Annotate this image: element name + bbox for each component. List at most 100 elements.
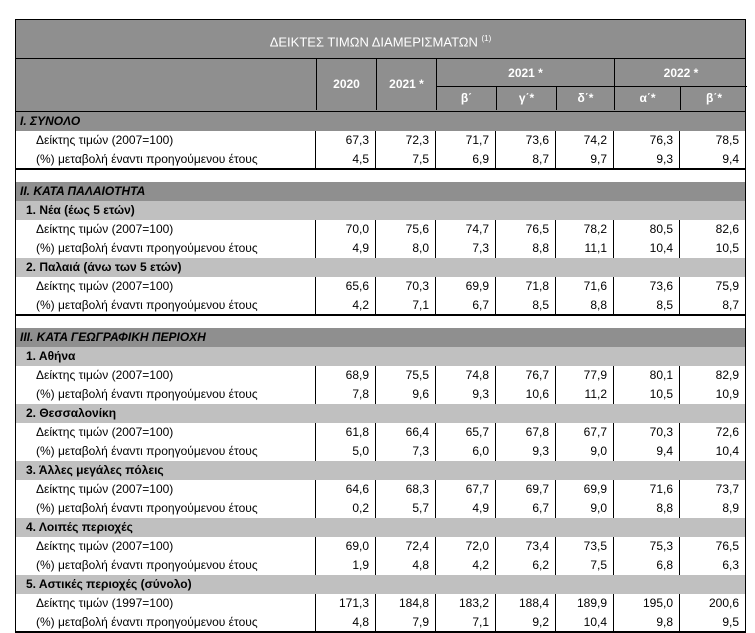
row-label: (%) μεταβολή έναντι προηγούμενου έτους — [15, 296, 317, 315]
value-cell: 75,9 — [679, 277, 746, 296]
table-row: (%) μεταβολή έναντι προηγούμενου έτους 4,… — [15, 150, 746, 170]
value-cell: 9,3 — [613, 150, 679, 169]
value-cell: 8,5 — [613, 296, 679, 315]
value-cell: 75,5 — [375, 366, 435, 385]
value-cell: 9,0 — [555, 499, 613, 518]
subsection-label: 2. Θεσσαλονίκη — [15, 404, 746, 423]
value-cell: 76,5 — [679, 537, 746, 556]
value-cell: 73,5 — [555, 537, 613, 556]
row-label: Δείκτης τιμών (2007=100) — [15, 537, 317, 556]
section-label: I. ΣΥΝΟΛΟ — [15, 112, 746, 131]
table-row: (%) μεταβολή έναντι προηγούμενου έτους 4,… — [15, 613, 746, 633]
value-cell: 72,3 — [375, 131, 435, 150]
value-cell: 10,4 — [679, 442, 746, 461]
price-index-table: ΔΕΙΚΤΕΣ ΤΙΜΩΝ ΔΙΑΜΕΡΙΣΜΑΤΩΝ (1) 2020 202… — [15, 19, 747, 633]
value-cell: 76,3 — [613, 131, 679, 150]
value-cell: 8,8 — [495, 239, 555, 258]
value-cell: 10,6 — [495, 385, 555, 404]
value-cell: 8,0 — [375, 239, 435, 258]
subsection-header: 1. Αθήνα — [15, 347, 746, 366]
value-cell: 72,6 — [679, 423, 746, 442]
table-header: 2020 2021 * 2021 * 2022 * β΄ γ΄* δ΄* α΄*… — [15, 59, 747, 112]
value-cell: 9,0 — [555, 442, 613, 461]
header-2021: 2021 * — [376, 59, 436, 110]
row-label: Δείκτης τιμών (1997=100) — [15, 594, 317, 613]
value-cell: 74,7 — [435, 220, 495, 239]
header-group-2021: 2021 * — [436, 59, 614, 87]
value-cell: 9,2 — [495, 613, 555, 632]
value-cell: 73,4 — [495, 537, 555, 556]
value-cell: 71,8 — [495, 277, 555, 296]
value-cell: 82,9 — [679, 366, 746, 385]
row-label: Δείκτης τιμών (2007=100) — [15, 366, 317, 385]
value-cell: 77,9 — [555, 366, 613, 385]
row-label: (%) μεταβολή έναντι προηγούμενου έτους — [15, 150, 317, 169]
value-cell: 8,8 — [555, 296, 613, 315]
value-cell: 76,7 — [495, 366, 555, 385]
value-cell: 78,5 — [679, 131, 746, 150]
value-cell: 80,1 — [613, 366, 679, 385]
value-cell: 80,5 — [613, 220, 679, 239]
header-q-b: β΄ — [436, 87, 496, 110]
value-cell: 4,2 — [435, 556, 495, 575]
value-cell: 9,3 — [495, 442, 555, 461]
value-cell: 65,6 — [315, 277, 375, 296]
value-cell: 9,4 — [613, 442, 679, 461]
value-cell: 8,7 — [495, 150, 555, 169]
subsection-header: 5. Αστικές περιοχές (σύνολο) — [15, 575, 746, 594]
section-spacer — [15, 170, 746, 182]
section-header: III. ΚΑΤΑ ΓΕΩΓΡΑΦΙΚΗ ΠΕΡΙΟΧΗ — [15, 328, 746, 347]
header-q-a22: α΄* — [614, 87, 680, 110]
value-cell: 7,5 — [555, 556, 613, 575]
table-row: (%) μεταβολή έναντι προηγούμενου έτους 4,… — [15, 239, 746, 258]
table-row: Δείκτης τιμών (2007=100) 69,0 72,4 72,0 73,4… — [15, 537, 746, 556]
subsection-header: 2. Παλαιά (άνω των 5 ετών) — [15, 258, 746, 277]
value-cell: 7,3 — [375, 442, 435, 461]
row-label: Δείκτης τιμών (2007=100) — [15, 277, 317, 296]
row-label: (%) μεταβολή έναντι προηγούμενου έτους — [15, 239, 317, 258]
value-cell: 7,3 — [435, 239, 495, 258]
section-label: II. ΚΑΤΑ ΠΑΛΑΙΟΤΗΤΑ — [15, 182, 746, 201]
value-cell: 184,8 — [375, 594, 435, 613]
table-row: (%) μεταβολή έναντι προηγούμενου έτους 1,… — [15, 556, 746, 575]
value-cell: 70,3 — [375, 277, 435, 296]
value-cell: 73,6 — [495, 131, 555, 150]
row-label: (%) μεταβολή έναντι προηγούμενου έτους — [15, 499, 317, 518]
value-cell: 64,6 — [315, 480, 375, 499]
value-cell: 7,1 — [435, 613, 495, 632]
value-cell: 183,2 — [435, 594, 495, 613]
table-row: Δείκτης τιμών (2007=100) 61,8 66,4 65,7 67,8… — [15, 423, 746, 442]
subsection-header: 3. Άλλες μεγάλες πόλεις — [15, 461, 746, 480]
value-cell: 72,4 — [375, 537, 435, 556]
value-cell: 6,2 — [495, 556, 555, 575]
value-cell: 65,7 — [435, 423, 495, 442]
table-row: (%) μεταβολή έναντι προηγούμενου έτους 4,… — [15, 296, 746, 316]
value-cell: 7,1 — [375, 296, 435, 315]
value-cell: 10,4 — [555, 613, 613, 632]
value-cell: 67,3 — [315, 131, 375, 150]
header-q-d: δ΄* — [556, 87, 614, 110]
value-cell: 10,9 — [679, 385, 746, 404]
value-cell: 189,9 — [555, 594, 613, 613]
value-cell: 67,7 — [435, 480, 495, 499]
value-cell: 5,0 — [315, 442, 375, 461]
value-cell: 6,7 — [435, 296, 495, 315]
table-body: I. ΣΥΝΟΛΟ Δείκτης τιμών (2007=100) 67,3 72,… — [15, 112, 746, 633]
subsection-label: 2. Παλαιά (άνω των 5 ετών) — [15, 258, 746, 277]
row-label: Δείκτης τιμών (2007=100) — [15, 131, 317, 150]
value-cell: 82,6 — [679, 220, 746, 239]
subsection-header: 1. Νέα (έως 5 ετών) — [15, 201, 746, 220]
value-cell: 66,4 — [375, 423, 435, 442]
value-cell: 4,8 — [315, 613, 375, 632]
section-header: II. ΚΑΤΑ ΠΑΛΑΙΟΤΗΤΑ — [15, 182, 746, 201]
subsection-header: 2. Θεσσαλονίκη — [15, 404, 746, 423]
value-cell: 4,8 — [375, 556, 435, 575]
row-label: (%) μεταβολή έναντι προηγούμενου έτους — [15, 385, 317, 404]
row-label: (%) μεταβολή έναντι προηγούμενου έτους — [15, 442, 317, 461]
section-header: I. ΣΥΝΟΛΟ — [15, 112, 746, 131]
value-cell: 7,9 — [375, 613, 435, 632]
section-spacer — [15, 316, 746, 328]
subsection-label: 1. Αθήνα — [15, 347, 746, 366]
value-cell: 71,6 — [555, 277, 613, 296]
table-title-text: ΔΕΙΚΤΕΣ ΤΙΜΩΝ ΔΙΑΜΕΡΙΣΜΑΤΩΝ — [269, 34, 478, 50]
